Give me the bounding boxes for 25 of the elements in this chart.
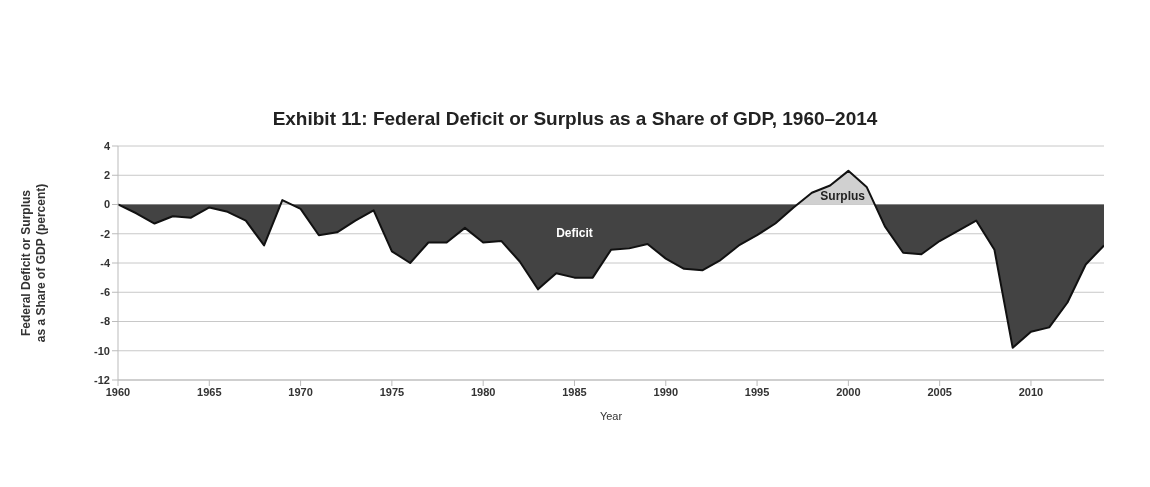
annotation: Deficit — [556, 225, 593, 240]
chart-title: Exhibit 11: Federal Deficit or Surplus as a Share of GDP, 1960–2014 — [271, 108, 879, 130]
x-tick-label: 1985 — [562, 385, 587, 398]
x-tick-label: 1990 — [653, 385, 679, 398]
x-tick-label: 2010 — [1018, 385, 1044, 398]
y-axis-title: Federal Deficit or Surplus as a Share of GDP (percent) — [19, 183, 48, 343]
x-tick-label: 1970 — [288, 385, 313, 398]
x-tick-label: 1995 — [744, 385, 770, 398]
x-tick-label: 2000 — [836, 385, 861, 398]
y-tick-label: 4 — [103, 139, 111, 152]
y-tick-label: 0 — [103, 198, 110, 211]
x-tick-label: 1960 — [105, 385, 131, 398]
annotation: Surplus — [820, 189, 866, 204]
x-axis-title: Year — [599, 410, 623, 422]
y-tick-label: -8 — [100, 315, 110, 328]
x-tick-label: 2005 — [927, 385, 952, 398]
x-tick-label: 1980 — [470, 385, 496, 398]
x-tick-label: 1975 — [379, 385, 405, 398]
y-tick-label: -2 — [100, 227, 110, 240]
y-tick-label: -12 — [94, 373, 110, 386]
y-tick-label: -6 — [100, 286, 110, 299]
y-tick-label: -4 — [100, 256, 111, 269]
y-tick-label: 2 — [103, 169, 110, 182]
x-tick-label: 1965 — [197, 385, 222, 398]
y-tick-label: -10 — [94, 344, 110, 357]
